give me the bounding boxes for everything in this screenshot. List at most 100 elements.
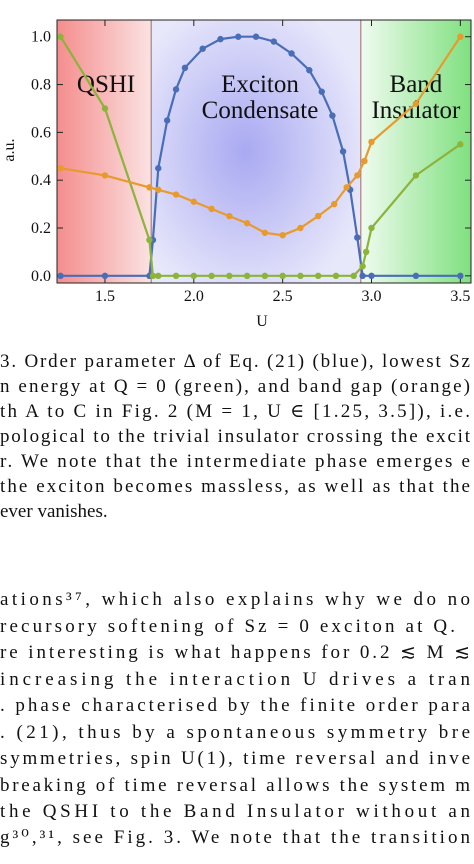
- caption-line: the exciton becomes massless, as well as…: [0, 476, 470, 497]
- data-point: [412, 172, 420, 179]
- data-point: [368, 224, 375, 232]
- x-tick-label: 1.5: [95, 288, 115, 305]
- data-point: [101, 272, 109, 280]
- data-point: [457, 141, 464, 148]
- body-line: re interesting is what happens for 0.2 ≲…: [0, 642, 470, 663]
- data-point: [155, 165, 162, 172]
- data-point: [199, 45, 206, 52]
- data-point: [359, 263, 366, 270]
- data-point: [57, 165, 64, 172]
- y-tick-label: 0.8: [31, 77, 51, 94]
- exciton-region: [151, 20, 361, 283]
- data-point: [226, 272, 233, 280]
- caption-line: th A to C in Fig. 2 (M = 1, U ∈ [1.25, 3…: [0, 401, 470, 422]
- data-point: [252, 33, 260, 40]
- body-line: g³⁰,³¹, see Fig. 3. We note that the tra…: [0, 827, 471, 848]
- data-point: [318, 88, 325, 95]
- x-tick-label: 3.5: [450, 288, 470, 305]
- data-point: [314, 212, 322, 220]
- data-point: [361, 157, 368, 165]
- data-point: [190, 198, 198, 205]
- data-point: [57, 272, 64, 280]
- y-tick-label: 1.0: [31, 29, 51, 46]
- data-point: [243, 272, 251, 280]
- data-point: [155, 186, 162, 193]
- y-tick-label: 0.6: [31, 124, 51, 141]
- plot-frame: [56, 19, 472, 284]
- data-point: [339, 148, 347, 155]
- data-point: [354, 234, 361, 241]
- data-point: [354, 172, 361, 179]
- data-point: [155, 272, 162, 280]
- data-point: [362, 248, 370, 256]
- data-point: [101, 105, 109, 112]
- data-point: [172, 272, 180, 280]
- data-point: [146, 236, 153, 244]
- data-point: [235, 33, 242, 40]
- data-point: [261, 272, 269, 280]
- region-label: QSHI: [77, 71, 135, 98]
- data-point: [343, 184, 350, 191]
- body-line: . phase characterised by the finite orde…: [0, 695, 471, 716]
- data-point: [306, 67, 313, 74]
- data-point: [279, 231, 286, 239]
- caption-line: 3. Order parameter Δ of Eq. (21) (blue),…: [0, 351, 470, 372]
- data-point: [217, 35, 224, 43]
- data-point: [146, 184, 153, 191]
- region-label: Exciton: [221, 71, 299, 98]
- data-point: [57, 33, 64, 40]
- data-point: [457, 33, 464, 40]
- data-point: [190, 272, 198, 280]
- data-point: [457, 272, 464, 280]
- caption-line: ever vanishes.: [0, 501, 108, 522]
- data-point: [101, 172, 109, 179]
- data-point: [163, 117, 171, 124]
- data-point: [243, 220, 251, 227]
- series-line: [60, 35, 461, 277]
- x-tick-label: 2.0: [184, 288, 204, 305]
- y-axis-label: a.u.: [1, 138, 18, 161]
- band-region: [360, 20, 471, 283]
- data-point: [330, 200, 338, 208]
- data-point: [329, 112, 336, 119]
- plot: 0.0 0.2 0.4 0.6 0.8 1.0 1.5 2.0 2.5 3.0 3.5: [31, 19, 472, 305]
- x-axis-label: U: [256, 313, 268, 330]
- body-line: . (21), thus by a spontaneous symmetry b…: [0, 722, 470, 743]
- data-point: [181, 64, 189, 72]
- data-point: [149, 272, 157, 280]
- data-point: [359, 272, 366, 280]
- data-point: [288, 50, 295, 57]
- data-point: [226, 212, 233, 220]
- y-tick-label: 0.0: [31, 268, 51, 285]
- y-tick-label: 0.4: [31, 172, 51, 189]
- body-line: ations³⁷, which also explains why we do …: [0, 589, 470, 610]
- data-point: [297, 272, 304, 280]
- data-point: [208, 205, 215, 213]
- x-tick-label: 2.5: [273, 288, 293, 305]
- data-point: [208, 272, 215, 280]
- data-point: [368, 272, 375, 280]
- body-line: increasing the interaction U drives a tr…: [0, 669, 470, 690]
- data-point: [270, 38, 277, 45]
- body-line: the QSHI to the Band Insulator without a…: [0, 801, 470, 822]
- data-point: [350, 272, 357, 280]
- data-point: [279, 272, 286, 280]
- body-line: symmetries, spin U(1), time reversal and…: [0, 748, 470, 769]
- data-point: [172, 191, 180, 198]
- y-tick-label: 0.2: [31, 220, 51, 237]
- caption-line: pological to the trivial insulator cross…: [0, 426, 471, 447]
- x-tick-label: 3.0: [361, 288, 381, 305]
- data-point: [412, 272, 420, 280]
- caption-line: r. We note that the intermediate phase e…: [0, 451, 470, 472]
- body-line: breaking of time reversal allows the sys…: [0, 775, 470, 796]
- data-point: [332, 272, 340, 280]
- data-point: [261, 229, 269, 236]
- body-line: recursory softening of Sz = 0 exciton at…: [0, 616, 455, 637]
- data-point: [412, 100, 420, 107]
- caption-line: n energy at Q = 0 (green), and band gap …: [0, 376, 470, 397]
- data-point: [314, 272, 322, 280]
- qshi-region: [57, 20, 152, 283]
- data-point: [368, 138, 375, 146]
